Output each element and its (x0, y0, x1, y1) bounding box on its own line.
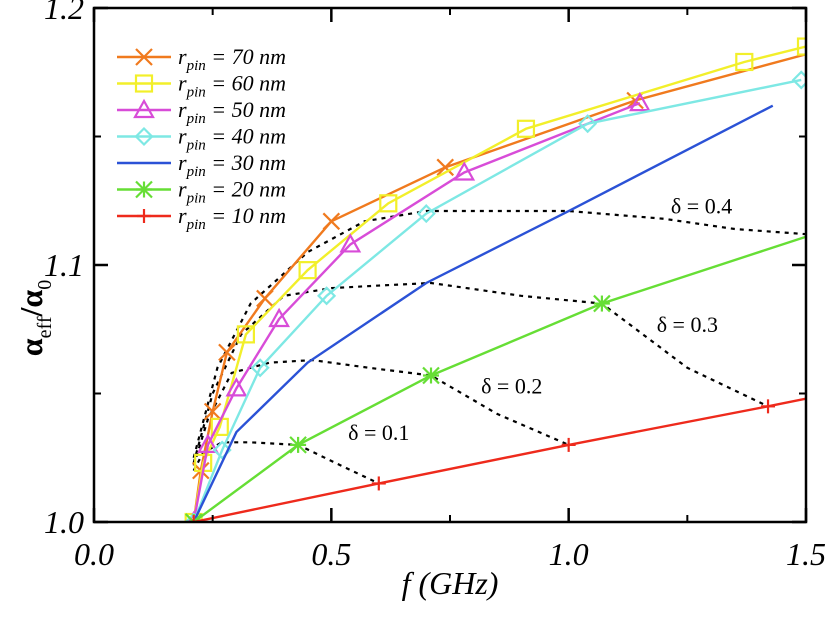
legend-marker-40nm (134, 126, 154, 147)
legend-label-20nm: rpin = 20 nm (178, 177, 286, 207)
legend-item-30nm: rpin = 30 nm (117, 150, 286, 180)
legend-label-30nm: rpin = 30 nm (178, 150, 286, 180)
data-point-50nm-7 (628, 91, 651, 112)
x-tick-label: 1.0 (549, 536, 589, 572)
legend-marker-60nm (134, 74, 154, 93)
y-tick-label: 1.2 (44, 0, 84, 26)
data-point-50nm-6 (453, 161, 476, 181)
data-point-10nm-1 (186, 515, 201, 522)
data-point-60nm-4 (236, 325, 255, 344)
series-50nm (187, 91, 651, 522)
legend-item-40nm: rpin = 40 nm (117, 124, 286, 154)
data-point-60nm-5 (298, 261, 317, 280)
series-line-10nm (193, 397, 806, 522)
data-point-70nm-6 (322, 212, 341, 231)
data-point-60nm-7 (516, 119, 536, 138)
data-point-70nm-3 (203, 402, 222, 421)
x-tick-label: 0.0 (74, 536, 114, 572)
data-point-40nm-4 (317, 286, 337, 306)
legend-marker-50nm (133, 98, 155, 119)
y-axis-title: αeff/α0 (13, 280, 56, 356)
data-point-10nm-2 (371, 476, 386, 491)
axes-layer (92, 6, 808, 524)
delta-label-2: δ = 0.2 (481, 374, 542, 399)
delta-curve-4 (192, 209, 806, 459)
legend-marker-70nm (135, 48, 153, 66)
data-point-60nm-6 (379, 194, 398, 213)
data-point-40nm-5 (416, 204, 436, 224)
legend-item-10nm: rpin = 10 nm (117, 203, 286, 233)
series-line-50nm (192, 101, 641, 522)
series-40nm (184, 70, 806, 522)
data-point-40nm-6 (578, 114, 598, 134)
data-point-60nm-8 (735, 52, 754, 72)
data-point-50nm-5 (339, 233, 362, 253)
series-10nm (186, 397, 806, 522)
data-point-10nm-4 (761, 399, 776, 414)
axis-labels: δ = 0.1 δ = 0.2 δ = 0.3 δ = 0.4 0.0 0.5 1.0 1.5… (13, 0, 826, 601)
data-point-50nm-3 (225, 377, 248, 397)
delta-label-3: δ = 0.3 (657, 312, 718, 337)
data-point-70nm-5 (256, 289, 274, 308)
data-point-60nm-9 (796, 37, 806, 56)
legend-item-50nm: rpin = 50 nm (117, 97, 286, 127)
data-point-20nm-2 (289, 436, 307, 454)
legend-label-60nm: rpin = 60 nm (178, 71, 286, 101)
data-point-40nm-2 (212, 440, 232, 460)
data-point-40nm-7 (791, 70, 806, 90)
x-tick-label: 0.5 (311, 536, 351, 572)
series-line-40nm (192, 78, 802, 522)
legend-label-70nm: rpin = 70 nm (178, 44, 286, 74)
data-point-70nm-4 (218, 343, 236, 362)
data-point-40nm-3 (250, 358, 270, 378)
data-point-50nm-2 (197, 433, 219, 453)
legend-label-40nm: rpin = 40 nm (178, 124, 286, 154)
legend-label-10nm: rpin = 10 nm (178, 203, 286, 233)
legend-item-60nm: rpin = 60 nm (117, 71, 286, 101)
series-30nm (192, 104, 774, 522)
legend-marker-10nm (137, 209, 151, 223)
legend-marker-20nm (135, 180, 153, 199)
delta-label-1: δ = 0.1 (348, 420, 409, 445)
delta-label-4: δ = 0.4 (671, 194, 732, 219)
data-point-10nm-3 (561, 437, 576, 452)
delta-curve-3 (192, 281, 769, 464)
y-tick-label: 1.1 (44, 247, 84, 283)
legend-label-50nm: rpin = 50 nm (178, 97, 286, 127)
data-point-50nm-4 (268, 307, 291, 328)
series-line-30nm (192, 104, 774, 522)
x-axis-title: f (GHz) (402, 565, 499, 601)
x-tick-label: 1.5 (786, 536, 826, 572)
data-point-20nm-3 (422, 366, 440, 385)
y-tick-label: 1.0 (44, 504, 84, 540)
legend-item-70nm: rpin = 70 nm (117, 44, 286, 74)
legend-item-20nm: rpin = 20 nm (117, 177, 286, 207)
series-layer (184, 37, 806, 522)
data-point-20nm-4 (593, 294, 611, 313)
data-point-70nm-7 (436, 158, 455, 177)
